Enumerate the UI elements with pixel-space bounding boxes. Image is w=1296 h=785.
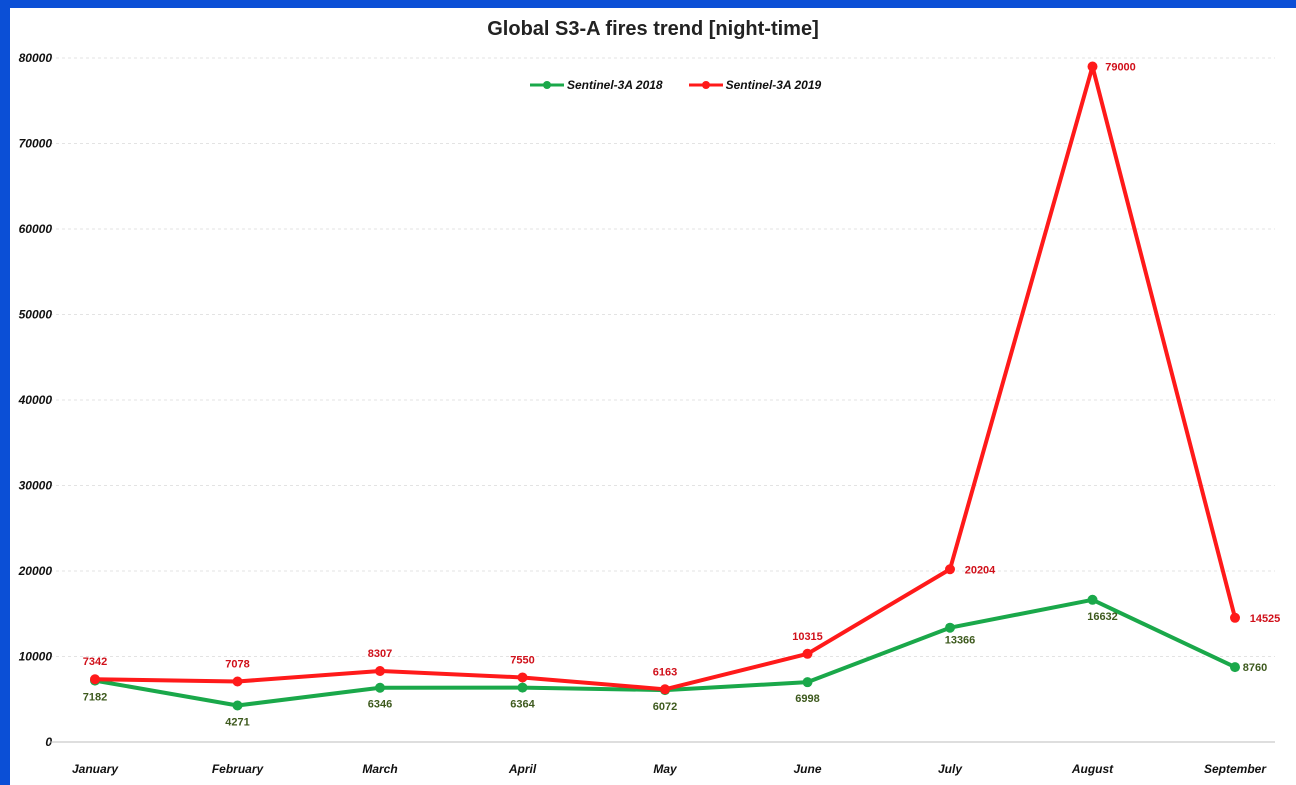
data-label: 6346 [368,699,392,711]
data-label: 10315 [792,631,823,643]
data-point [945,622,955,633]
data-label: 16632 [1087,611,1118,623]
data-label: 7182 [83,692,107,704]
chart-title: Global S3-A fires trend [night-time] [487,18,819,40]
data-label: 7078 [225,658,249,670]
data-label: 6163 [653,666,677,678]
x-tick-label: June [793,762,821,776]
x-tick-label: August [1071,762,1114,776]
data-point [945,564,955,575]
series-line-1 [94,64,1237,692]
data-point [232,676,243,687]
legend: Sentinel-3A 2018 Sentinel-3A 2019 [530,78,821,92]
chart-frame: 0 10000 20000 30000 40000 50000 60000 70000 8000… [10,8,1296,785]
x-tick-label: January [72,762,119,776]
y-tick-label: 20000 [18,564,53,578]
data-point [802,648,813,659]
x-tick-label: March [362,762,397,776]
data-label: 20204 [965,564,996,576]
data-label: 6364 [510,699,535,711]
legend-label-2019: Sentinel-3A 2019 [725,78,822,92]
data-point [802,677,813,688]
data-point [232,700,243,711]
y-tick-label: 10000 [19,650,53,664]
data-label: 6072 [653,701,677,713]
y-tick-label: 70000 [19,137,53,151]
y-tick-label: 40000 [18,393,53,407]
data-point [660,684,670,695]
data-label: 79000 [1105,62,1136,74]
legend-item-2018: Sentinel-3A 2018 [530,78,663,92]
data-label: 13366 [945,635,976,647]
data-point [1087,61,1098,72]
data-point [375,682,385,693]
data-label: 6998 [795,693,819,705]
data-point [517,682,528,693]
x-tick-label: July [938,762,963,776]
data-point [1230,612,1240,623]
data-point [375,665,385,676]
x-tick-label: February [212,762,265,776]
data-point [1230,662,1240,673]
data-point [1087,594,1098,605]
data-label: 7342 [83,656,107,668]
legend-item-2019: Sentinel-3A 2019 [688,78,822,92]
y-tick-label: 30000 [19,479,53,493]
data-point [517,672,528,683]
y-tick-label: 50000 [19,308,53,322]
line-chart: 0 10000 20000 30000 40000 50000 60000 70000 8000… [18,51,1281,776]
data-label: 8307 [368,648,392,660]
x-tick-label: September [1204,762,1267,776]
y-tick-label: 0 [45,735,52,749]
data-label: 8760 [1243,662,1267,674]
data-label: 4271 [225,716,249,728]
x-tick-label: April [508,762,537,776]
data-label: 7550 [510,654,534,666]
y-tick-label: 80000 [19,51,53,65]
legend-marker-2018 [530,81,564,89]
legend-marker-2019 [688,81,723,89]
legend-label-2018: Sentinel-3A 2018 [567,78,663,92]
y-tick-label: 60000 [19,222,53,236]
data-point [90,674,100,685]
data-label: 14525 [1250,613,1281,625]
x-tick-label: May [653,762,678,776]
